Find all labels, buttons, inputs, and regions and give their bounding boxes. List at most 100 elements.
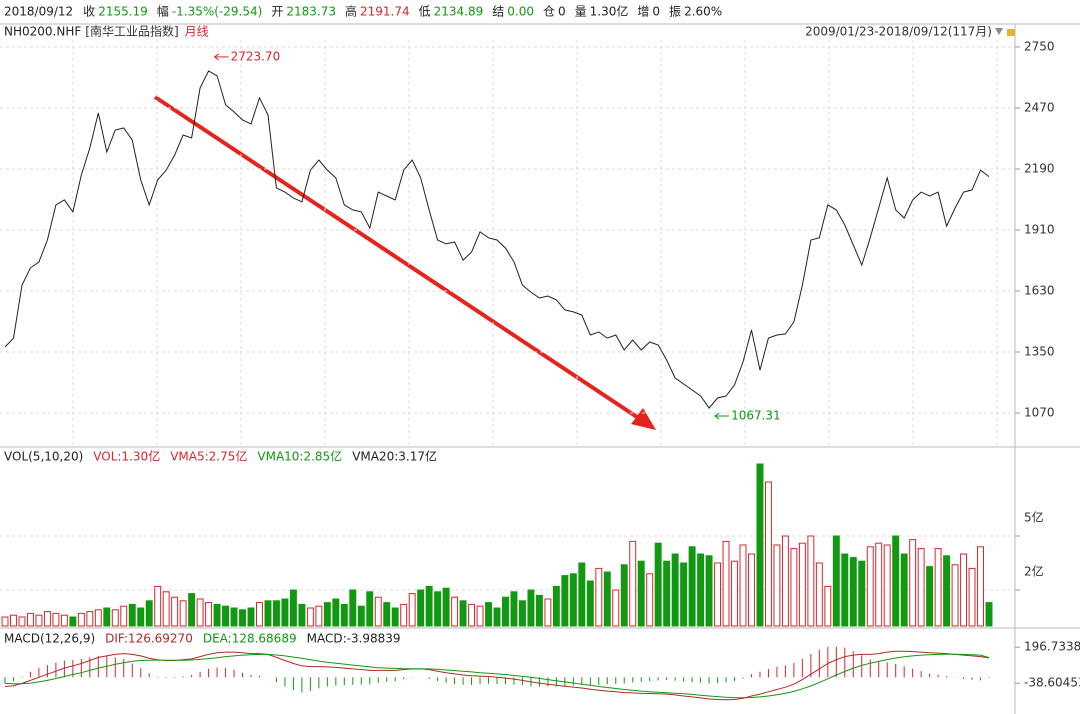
volume-bar xyxy=(875,542,883,627)
volume-bar xyxy=(357,605,365,627)
dropdown-icon[interactable] xyxy=(995,28,1003,35)
volume-bar xyxy=(128,603,136,627)
volume-bar xyxy=(917,548,925,627)
volume-bar xyxy=(561,575,569,627)
date-range: 2009/01/23-2018/09/12(117月) xyxy=(805,25,992,39)
field-value: 1.30亿 xyxy=(590,4,629,19)
volume-bar xyxy=(468,603,476,627)
legend-item: VMA5:2.75亿 xyxy=(170,449,247,464)
volume-bar xyxy=(535,594,543,627)
volume-bar xyxy=(731,560,738,627)
macd-line xyxy=(4,650,990,701)
annotation-arrow-head xyxy=(714,412,720,420)
volume-bar xyxy=(391,607,399,627)
volume-bar xyxy=(340,603,348,627)
volume-bar xyxy=(434,591,442,627)
volume-bar xyxy=(502,596,509,627)
volume-bar xyxy=(86,611,94,627)
volume-bar xyxy=(366,591,374,627)
volume-bar xyxy=(94,609,102,627)
volume-bar xyxy=(196,598,204,627)
volume-bar xyxy=(739,544,747,627)
field-value: 0.00 xyxy=(507,5,534,19)
volume-bar xyxy=(968,567,976,627)
field-label: 低 xyxy=(419,5,431,19)
field-value: 0 xyxy=(558,5,566,19)
volume-bar xyxy=(629,540,637,627)
legend-item: VMA20:3.17亿 xyxy=(352,449,437,464)
volume-bar xyxy=(654,542,662,627)
volume-bar xyxy=(748,553,755,627)
volume-bar xyxy=(722,540,730,627)
legend-item: VMA10:2.85亿 xyxy=(257,449,342,464)
volume-bar xyxy=(459,600,467,627)
y-tick-label: 1070 xyxy=(1024,406,1055,420)
volume-bar xyxy=(637,560,645,627)
volume-bar xyxy=(315,605,323,627)
field-value: 2134.89 xyxy=(434,5,484,19)
volume-bar xyxy=(883,544,891,627)
volume-bar xyxy=(188,593,196,627)
legend-item: DEA:128.68689 xyxy=(203,632,297,646)
volume-bar xyxy=(205,602,213,627)
y-tick-label: 2470 xyxy=(1024,100,1055,114)
volume-bar xyxy=(807,535,815,627)
volume-bar xyxy=(222,605,230,627)
volume-bar xyxy=(714,562,722,627)
volume-bar xyxy=(960,553,968,627)
volume-bar xyxy=(790,548,798,627)
volume-bar xyxy=(849,557,857,627)
annotation-arrow-head xyxy=(213,53,219,61)
y-tick-label: 1910 xyxy=(1024,222,1055,236)
volume-bar xyxy=(858,560,866,627)
volume-bar xyxy=(569,573,577,627)
volume-bar xyxy=(773,544,781,627)
volume-bar xyxy=(69,616,77,627)
volume-bar xyxy=(815,562,823,627)
volume-bar xyxy=(417,589,425,627)
volume-bar xyxy=(697,553,705,627)
volume-bar xyxy=(493,607,501,627)
volume-bar xyxy=(281,598,289,627)
volume-bar xyxy=(798,542,806,627)
volume-bar xyxy=(77,612,85,627)
volume-bar xyxy=(425,585,433,627)
y-tick-label: -38.60453 xyxy=(1024,676,1080,690)
volume-bar xyxy=(518,600,526,627)
field-label: 高 xyxy=(345,4,357,19)
volume-bar xyxy=(289,589,297,627)
volume-bar xyxy=(663,560,671,627)
field-label: 增 xyxy=(637,5,649,19)
volume-bar xyxy=(103,607,111,627)
lock-icon[interactable] xyxy=(1007,29,1015,36)
field-label: 振 xyxy=(669,5,681,19)
field-label: 开 xyxy=(271,5,283,19)
period: 月线 xyxy=(185,25,209,39)
volume-bar xyxy=(841,553,849,627)
field-value: 2155.19 xyxy=(98,5,148,19)
volume-bar xyxy=(383,602,391,627)
volume-bar xyxy=(26,612,34,627)
volume-bar xyxy=(154,585,162,627)
volume-bar xyxy=(586,580,594,627)
volume-bar xyxy=(400,603,408,627)
volume-bar xyxy=(18,616,26,627)
volume-bar xyxy=(527,589,535,627)
volume-bar xyxy=(705,555,713,627)
volume-bar xyxy=(764,481,772,627)
volume-bar xyxy=(171,596,179,627)
volume-bar xyxy=(900,553,908,627)
legend-item: VOL:1.30亿 xyxy=(93,449,160,464)
header-date: 2018/09/12 xyxy=(4,5,73,19)
price-line xyxy=(4,70,990,409)
volume-bar xyxy=(137,607,145,627)
trend-arrow-line xyxy=(153,95,642,421)
field-label: 收 xyxy=(83,5,95,19)
volume-bar xyxy=(408,593,416,627)
y-tick-label: 2亿 xyxy=(1024,564,1044,579)
legend-item: DIF:126.69270 xyxy=(105,632,193,646)
field-value: 2.60% xyxy=(684,5,722,19)
volume-bar xyxy=(247,607,255,627)
volume-bar xyxy=(824,585,832,627)
